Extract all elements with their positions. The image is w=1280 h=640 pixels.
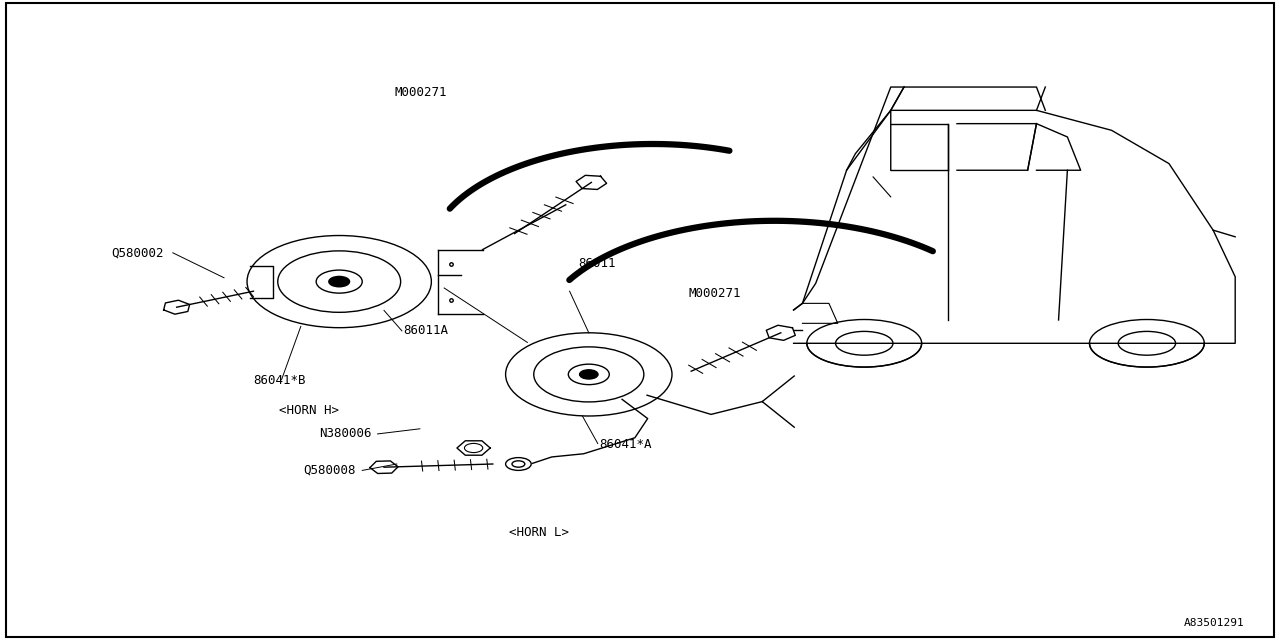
Text: M000271: M000271: [689, 287, 741, 300]
Text: <HORN H>: <HORN H>: [279, 404, 339, 417]
Text: Q580008: Q580008: [303, 464, 356, 477]
Text: <HORN L>: <HORN L>: [509, 526, 570, 539]
Text: 86041*B: 86041*B: [253, 374, 306, 387]
Text: 86011A: 86011A: [403, 324, 448, 337]
Text: M000271: M000271: [394, 86, 447, 99]
Text: 86011: 86011: [579, 257, 616, 270]
Circle shape: [329, 276, 349, 287]
Text: Q580002: Q580002: [111, 246, 164, 259]
Circle shape: [580, 370, 598, 379]
Text: A83501291: A83501291: [1184, 618, 1244, 628]
Text: N380006: N380006: [319, 428, 371, 440]
Text: 86041*A: 86041*A: [599, 438, 652, 451]
